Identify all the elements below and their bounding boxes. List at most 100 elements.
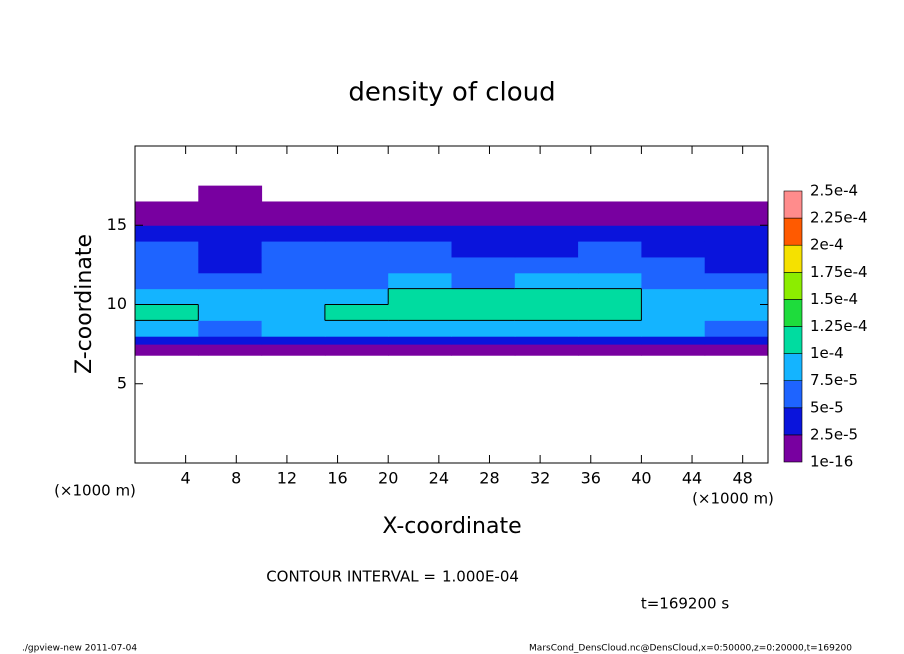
density-cell <box>578 217 642 226</box>
density-cell <box>324 241 389 258</box>
density-cell <box>578 272 642 290</box>
y-axis-label: Z-coordinate <box>72 234 97 374</box>
density-cell <box>324 344 389 356</box>
density-cell <box>388 256 452 274</box>
x-tick-label: 16 <box>327 469 347 488</box>
x-tick-label: 12 <box>277 469 297 488</box>
colorbar-label: 1e-4 <box>810 344 844 362</box>
density-cell <box>704 225 769 242</box>
density-cell <box>704 288 769 305</box>
contour-label: CONTOUR INTERVAL = <box>266 568 436 586</box>
density-cell <box>514 344 579 356</box>
density-cell <box>451 320 516 337</box>
density-cell <box>261 241 326 258</box>
density-cell <box>578 201 642 218</box>
density-cell <box>641 304 706 321</box>
density-cell <box>198 256 263 274</box>
density-cell <box>578 336 642 345</box>
density-cell <box>704 344 769 356</box>
colorbar-box <box>783 217 803 246</box>
density-cell <box>578 225 642 242</box>
colorbar-label: 1.75e-4 <box>810 263 868 281</box>
colorbar-label: 2.5e-5 <box>810 425 858 443</box>
density-cell <box>261 272 326 290</box>
density-cell <box>324 225 389 242</box>
density-cell <box>324 256 389 274</box>
density-cell <box>514 288 579 305</box>
density-cell <box>324 320 389 337</box>
x-tick-label: 28 <box>479 469 499 488</box>
density-cell <box>514 272 579 290</box>
density-cell <box>388 344 452 356</box>
density-cell <box>704 336 769 345</box>
colorbar-label: 5e-5 <box>810 398 844 416</box>
density-cell <box>388 336 452 345</box>
density-cell <box>135 344 199 356</box>
y-tick-label: 10 <box>107 294 127 313</box>
density-cell <box>641 241 706 258</box>
density-cell <box>704 201 769 218</box>
density-cell <box>388 272 452 290</box>
density-cell <box>514 320 579 337</box>
density-cell <box>451 288 516 305</box>
density-cell <box>261 304 326 321</box>
density-cell <box>261 320 326 337</box>
colorbar-box <box>783 190 803 219</box>
density-cell <box>641 201 706 218</box>
density-cell <box>451 256 516 274</box>
x-unit-label: (×1000 m) <box>54 482 136 500</box>
density-cell <box>704 320 769 337</box>
density-cell <box>514 304 579 321</box>
density-cell <box>135 256 199 274</box>
colorbar-box <box>783 434 803 463</box>
density-cell <box>324 217 389 226</box>
density-cell <box>578 304 642 321</box>
colorbar-box <box>783 299 803 327</box>
density-cell <box>704 272 769 290</box>
density-cell <box>135 217 199 226</box>
density-cell <box>261 336 326 345</box>
density-cell <box>324 288 389 305</box>
density-cell <box>704 304 769 321</box>
density-cell <box>135 225 199 242</box>
density-cell <box>261 256 326 274</box>
density-cell <box>198 272 263 290</box>
density-cell <box>198 217 263 226</box>
colorbar-box <box>783 271 803 300</box>
colorbar-box <box>783 353 803 382</box>
density-cell <box>135 288 199 305</box>
x-tick-label: 40 <box>631 469 651 488</box>
footer-left: ./gpview-new 2011-07-04 <box>22 644 137 654</box>
y-tick-label: 5 <box>117 373 127 392</box>
y-tick-label: 15 <box>107 215 127 234</box>
density-cell <box>451 201 516 218</box>
density-cell <box>641 320 706 337</box>
density-cell <box>578 344 642 356</box>
density-cell <box>578 288 642 305</box>
colorbar-box <box>783 326 803 354</box>
density-cell <box>261 225 326 242</box>
x-tick-label: 20 <box>378 469 398 488</box>
density-cell <box>514 241 579 258</box>
density-cell <box>641 288 706 305</box>
density-cell <box>641 344 706 356</box>
density-cell <box>261 288 326 305</box>
density-cell <box>135 336 199 345</box>
density-cell <box>135 304 199 321</box>
colorbar-label: 1e-16 <box>810 453 853 471</box>
density-cell <box>388 217 452 226</box>
density-cell <box>198 304 263 321</box>
colorbar-box <box>783 244 803 273</box>
density-cell <box>451 241 516 258</box>
density-cell <box>578 256 642 274</box>
colorbar-label: 1.25e-4 <box>810 317 868 335</box>
density-cell <box>641 336 706 345</box>
density-cell <box>198 225 263 242</box>
density-cell <box>451 304 516 321</box>
density-cell <box>451 344 516 356</box>
x-tick-label: 44 <box>682 469 702 488</box>
density-cell <box>198 288 263 305</box>
density-cell <box>451 272 516 290</box>
density-cell <box>324 272 389 290</box>
